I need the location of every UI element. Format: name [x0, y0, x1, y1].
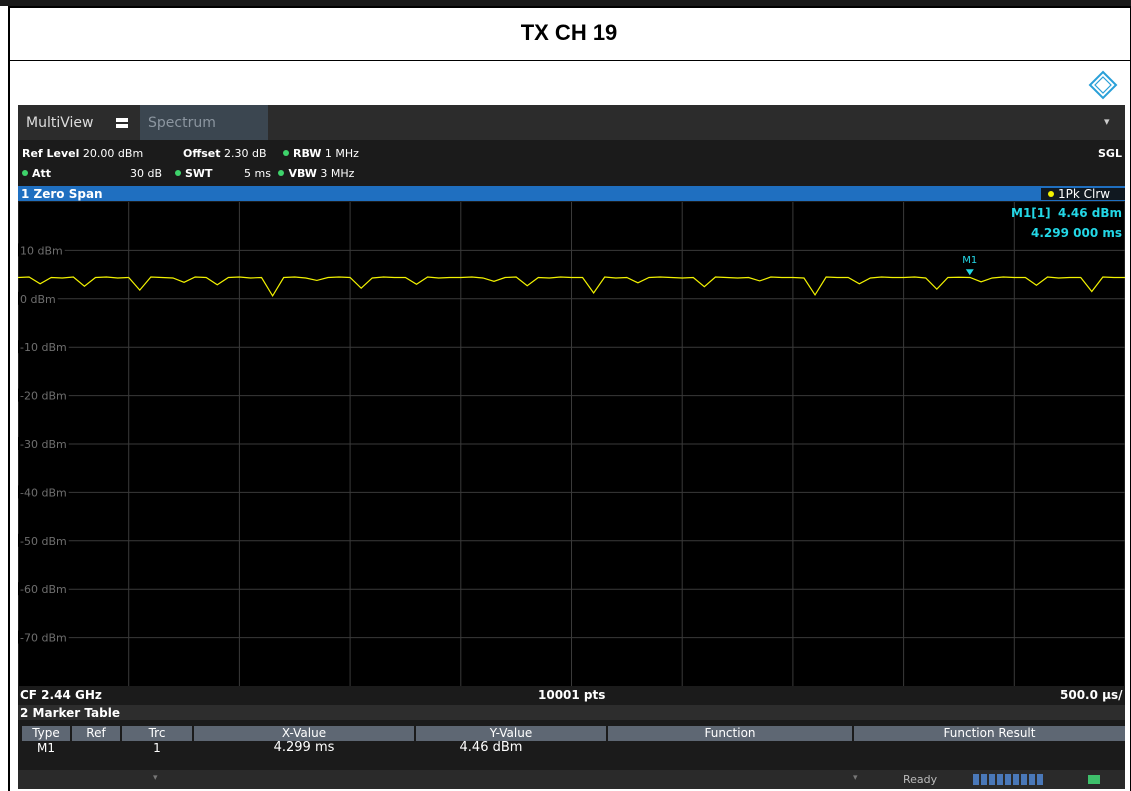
footer-right: 500.0 µs/: [1060, 688, 1123, 702]
marker-readout: M1[1]: [1011, 206, 1051, 220]
setting: 5 ms VBW 3 MHz: [244, 167, 354, 180]
y-tick-label: -20 dBm: [20, 390, 67, 403]
setting-value: 30 dB: [130, 167, 163, 180]
y-tick-label: -30 dBm: [20, 438, 67, 451]
label: Att: [32, 167, 52, 180]
label-bg: [18, 388, 69, 402]
column-header: Function Result: [854, 726, 1125, 741]
label: SWT: [185, 167, 213, 180]
footer-center: 10001 pts: [538, 688, 606, 702]
label: RBW: [293, 147, 322, 160]
column-header: Ref: [72, 726, 120, 741]
value: 20.00 dBm: [82, 147, 144, 160]
marker-readout: 4.299 000 ms: [1031, 226, 1122, 240]
marker-readout: 4.46 dBm: [1058, 206, 1122, 220]
network-icon: [1088, 775, 1100, 784]
table-bar: [18, 705, 1125, 720]
y-tick-label: -50 dBm: [20, 535, 67, 548]
cell: M1: [37, 741, 55, 755]
cell: 1: [153, 741, 161, 755]
table-title: 2 Marker Table: [20, 706, 120, 720]
label: Ref Level: [22, 147, 80, 160]
label-bg: [18, 582, 69, 596]
setting: RBW 1 MHz: [283, 147, 359, 160]
window-title: 1 Zero Span: [21, 187, 103, 201]
setting: Ref Level 20.00 dBm: [22, 147, 143, 160]
label-bg: [18, 485, 69, 499]
doc-title: TX CH 19: [520, 20, 618, 45]
tab[interactable]: Spectrum: [148, 115, 216, 131]
status-bar: [18, 770, 1125, 789]
y-tick-label: 10 dBm: [20, 244, 63, 257]
column-header: Function: [608, 726, 852, 741]
label-bg: [18, 437, 69, 450]
label-bg: [18, 243, 65, 257]
label: VBW: [288, 167, 317, 180]
value: 2.30 dB: [224, 147, 267, 160]
dropdown[interactable]: ▾: [853, 773, 858, 783]
table-header: Type Ref Trc X-Value Y-Value Function Fu…: [22, 726, 1125, 741]
footer-left: CF 2.44 GHz: [20, 688, 102, 702]
table-row: M1 1 4.299 ms 4.46 dBm: [22, 741, 1125, 756]
status-text: Ready: [903, 773, 938, 786]
value: 3 MHz: [320, 167, 355, 180]
tab-spectrum[interactable]: [140, 105, 268, 140]
plot: 10 dBm 0 dBm -10 dBm -20 dBm -30 dBm -40 dBm -…: [18, 202, 1125, 686]
y-tick-label: -10 dBm: [20, 341, 67, 354]
y-tick-label: -40 dBm: [20, 486, 67, 499]
column-header: Y-Value: [416, 726, 606, 741]
multiview-icon: [116, 118, 128, 128]
mode: SGL: [1098, 147, 1122, 160]
value: 5 ms: [244, 167, 271, 180]
marker: [965, 269, 974, 276]
dropdown[interactable]: ▾: [1104, 115, 1110, 128]
label-bg: [18, 340, 69, 354]
label: Offset: [183, 147, 221, 160]
trace-label: 1Pk Clrw: [1048, 187, 1110, 201]
y-tick-label: -60 dBm: [20, 583, 67, 596]
cell: 4.46 dBm: [459, 740, 523, 755]
label-bg: [18, 533, 69, 547]
column-header: X-Value: [194, 726, 414, 741]
trace: [18, 276, 1125, 298]
previous-row: [0, 0, 1131, 6]
tab[interactable]: MultiView: [26, 115, 94, 131]
column-header: Trc: [122, 726, 192, 741]
cell: 4.299 ms: [273, 740, 335, 755]
value: 1 MHz: [324, 147, 359, 160]
label-bg: [18, 291, 58, 305]
row-divider: [8, 60, 1130, 61]
window-bar: [18, 186, 1125, 201]
marker-label: M1: [962, 255, 977, 266]
trace-tag: [1041, 188, 1125, 200]
y-tick-label: 0 dBm: [20, 293, 56, 306]
setting: Offset 2.30 dB: [183, 147, 267, 160]
trace-text: 1Pk Clrw: [1058, 187, 1111, 201]
rs-logo: [1088, 70, 1118, 100]
label-bg: [18, 630, 69, 644]
setting: SWT: [175, 167, 213, 180]
progress: [973, 774, 1045, 785]
setting: Att: [22, 167, 51, 180]
column-header: Type: [22, 726, 70, 741]
dropdown[interactable]: ▾: [153, 773, 158, 783]
y-tick-label: -70 dBm: [20, 632, 67, 645]
